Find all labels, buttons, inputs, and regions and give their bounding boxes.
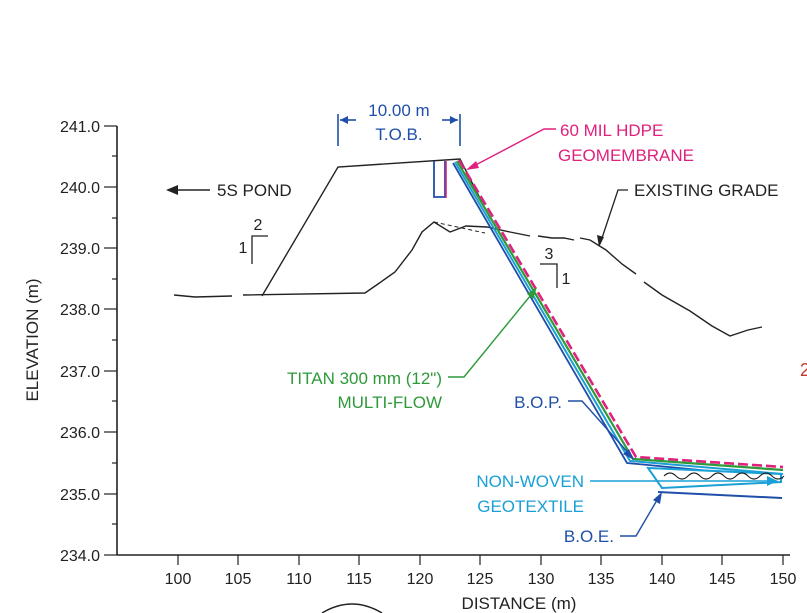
drainage-layer xyxy=(646,466,782,490)
tob-label: T.O.B. xyxy=(375,125,422,144)
edge-digit: 2 xyxy=(800,360,807,380)
bop-boundary-line xyxy=(452,162,784,479)
x-tick-label: 140 xyxy=(649,571,676,588)
geotextile-label-line2: GEOTEXTILE xyxy=(477,497,584,516)
hdpe-leader xyxy=(467,128,556,170)
geotextile-leader-arrow xyxy=(767,476,778,486)
berm-inner-dashed xyxy=(433,221,486,234)
bop-leader xyxy=(568,400,633,458)
y-tick-label: 237.0 xyxy=(60,364,100,381)
titan-leader xyxy=(448,289,536,378)
geotextile-label-line1: NON-WOVEN xyxy=(476,472,584,491)
existing-grade-line xyxy=(173,221,763,337)
slope-right-indicator xyxy=(540,263,558,288)
drainage-aggregate-pattern xyxy=(663,472,785,480)
y-tick-label: 239.0 xyxy=(60,241,100,258)
slope-right-rise: 1 xyxy=(562,271,571,288)
x-tick-label: 150 xyxy=(770,571,797,588)
slope-left-rise: 1 xyxy=(239,240,248,257)
pond-label: 5S POND xyxy=(217,181,292,200)
x-tick-label: 110 xyxy=(286,571,312,588)
existing-grade-leader-arrow xyxy=(597,235,604,247)
slope-right-run: 3 xyxy=(545,246,554,263)
y-tick-label: 234.0 xyxy=(60,548,100,565)
x-tick-label: 120 xyxy=(407,571,434,588)
circle-fragment xyxy=(321,603,383,613)
titan-leader-arrow xyxy=(527,287,537,299)
boe-boundary-line xyxy=(657,491,783,499)
y-ticks xyxy=(104,125,117,556)
bop-label: B.O.P. xyxy=(514,393,562,412)
y-tick-label: 235.0 xyxy=(60,487,100,504)
titan-layer-line xyxy=(456,160,784,472)
boe-leader xyxy=(620,494,661,537)
x-tick-label: 145 xyxy=(709,571,736,588)
boe-leader-arrow xyxy=(653,492,662,504)
geotextile-slope-line xyxy=(454,161,784,475)
titan-label-line2: MULTI-FLOW xyxy=(337,393,442,412)
x-tick-label: 125 xyxy=(467,571,494,588)
x-tick-label: 115 xyxy=(346,571,372,588)
boe-label: B.O.E. xyxy=(564,527,614,546)
slope-left-indicator xyxy=(251,235,268,264)
existing-grade-label: EXISTING GRADE xyxy=(634,181,779,200)
anchor-trench xyxy=(433,161,446,198)
y-tick-label: 236.0 xyxy=(60,425,100,442)
hdpe-leader-arrow xyxy=(466,161,479,170)
x-tick-label: 135 xyxy=(588,571,615,588)
berm-outline xyxy=(261,158,491,297)
x-tick-label: 100 xyxy=(165,571,192,588)
existing-grade-leader xyxy=(599,189,628,245)
pond-arrow-head xyxy=(166,185,178,195)
y-tick-label: 241.0 xyxy=(60,119,100,136)
x-axis-title: DISTANCE (m) xyxy=(462,594,577,613)
hdpe-label-line1: 60 MIL HDPE xyxy=(560,121,663,140)
hdpe-label-line2: GEOMEMBRANE xyxy=(558,146,694,165)
tob-width-label: 10.00 m xyxy=(368,101,429,120)
y-tick-label: 238.0 xyxy=(60,302,100,319)
x-tick-label: 130 xyxy=(528,571,555,588)
x-ticks xyxy=(177,555,784,565)
bop-leader-arrow xyxy=(623,449,634,460)
x-tick-labels: 100 105 110 115 120 125 130 135 140 145 … xyxy=(165,571,797,588)
hdpe-liner-line xyxy=(457,159,784,469)
y-axis-title: ELEVATION (m) xyxy=(23,278,42,401)
titan-label-line1: TITAN 300 mm (12") xyxy=(287,369,442,388)
y-tick-labels: 234.0 235.0 236.0 237.0 238.0 239.0 240.… xyxy=(60,119,100,565)
tob-dimension xyxy=(337,114,461,146)
y-tick-label: 240.0 xyxy=(60,180,100,197)
slope-left-run: 2 xyxy=(254,217,263,234)
x-tick-label: 105 xyxy=(225,571,252,588)
